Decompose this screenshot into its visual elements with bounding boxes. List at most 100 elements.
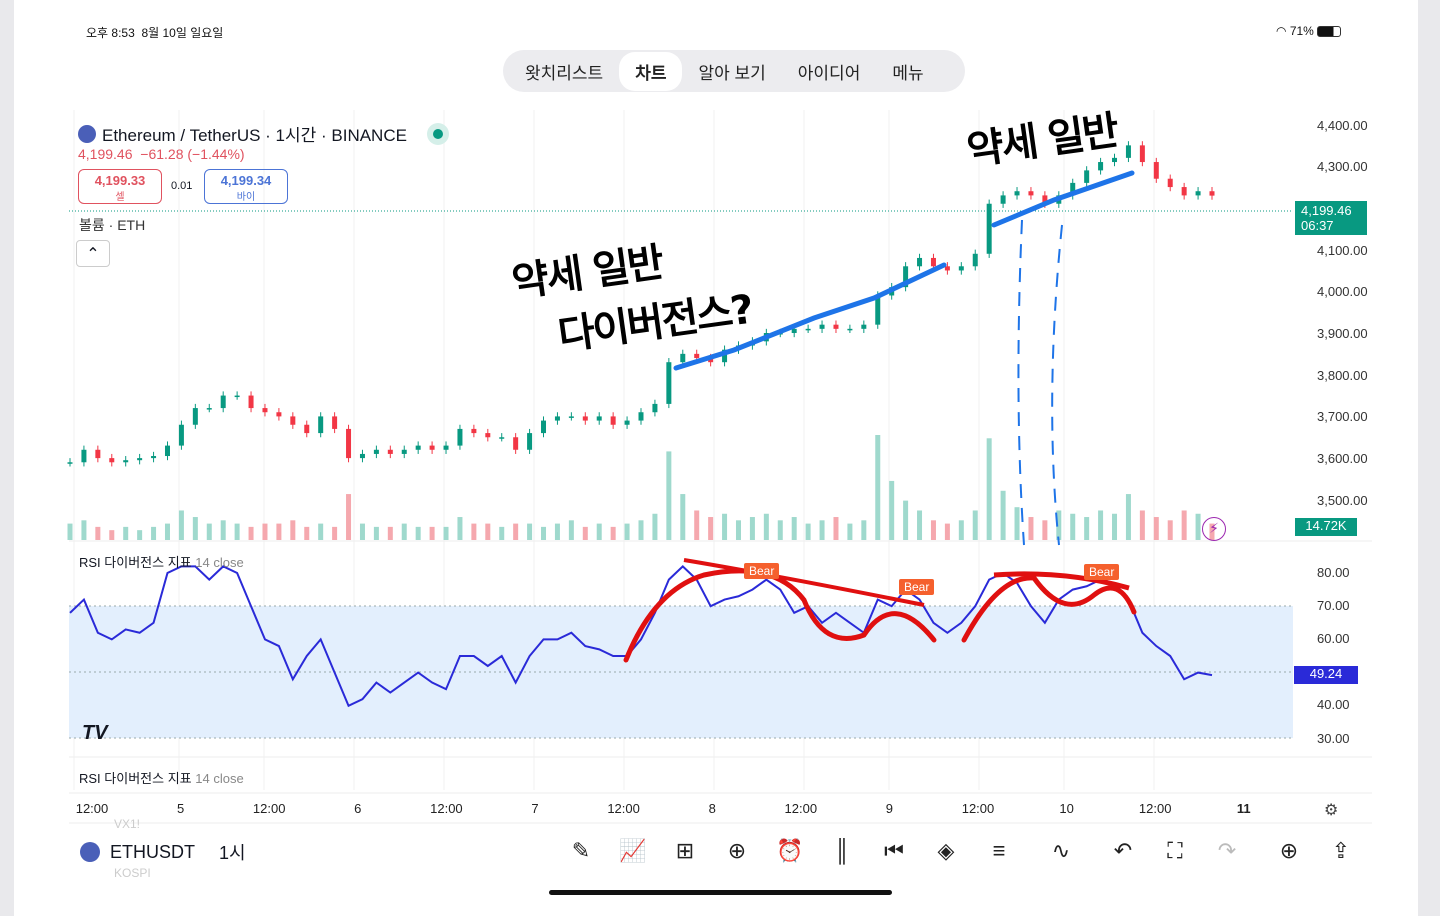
volume-bar xyxy=(777,520,783,540)
volume-bar xyxy=(137,530,143,540)
layers-icon[interactable]: ◈ xyxy=(937,838,955,863)
settings-gear-icon[interactable]: ⚙ xyxy=(1324,802,1339,819)
annotation-red-curve xyxy=(961,575,1137,643)
annotation-blue-trendline xyxy=(673,262,947,371)
candle-body xyxy=(958,266,964,271)
candle-body xyxy=(1000,195,1006,204)
indicators-chart-icon[interactable]: 📈 xyxy=(619,838,647,863)
tab-ideas[interactable]: 아이디어 xyxy=(797,63,861,83)
interval-button[interactable]: 1시 xyxy=(219,843,246,863)
main-tabs: 왓치리스트 차트 알아 보기 아이디어 메뉴 xyxy=(503,50,965,92)
battery-icon xyxy=(1317,26,1342,38)
replay-rewind-icon[interactable]: ⏮ xyxy=(884,838,904,863)
redo-icon[interactable]: ↷ xyxy=(1217,838,1237,863)
candle-body xyxy=(680,353,686,363)
candle-body xyxy=(151,456,157,459)
ethereum-logo-icon xyxy=(80,842,100,862)
volume-bar xyxy=(638,520,644,540)
rsi-axis-label: 30.00 xyxy=(1317,731,1350,746)
tab-watchlist[interactable]: 왓치리스트 xyxy=(525,63,604,83)
symbol-selector[interactable]: ETHUSDT 1시 xyxy=(80,839,246,865)
volume-bar xyxy=(443,526,449,540)
candle-body xyxy=(471,428,477,434)
volume-bar xyxy=(1112,513,1118,540)
chart-canvas[interactable] xyxy=(14,0,1418,916)
buy-button[interactable]: 4,199.34 바이 xyxy=(204,169,288,204)
sell-button[interactable]: 4,199.33 셀 xyxy=(78,169,162,204)
bear-label: Bear xyxy=(744,563,780,579)
candle-body xyxy=(429,445,435,450)
rsi-pane-label[interactable]: RSI 다이버전스 지표 14 close xyxy=(79,771,244,786)
volume-bar xyxy=(373,526,379,540)
candle-body xyxy=(972,253,978,267)
time-axis-label: 12:00 xyxy=(961,801,995,816)
candle-body xyxy=(1084,170,1090,183)
volume-bar xyxy=(304,526,310,540)
volume-bar xyxy=(791,517,797,540)
bottom-symbol: ETHUSDT xyxy=(110,841,195,862)
settings-sliders-icon[interactable]: ≡ xyxy=(992,838,1006,863)
time-axis-label: 12:00 xyxy=(784,801,818,816)
status-time: 오후 8:53 8월 10일 일요일 xyxy=(86,26,224,40)
share-icon[interactable]: ⇪ xyxy=(1331,838,1351,863)
rsi-axis-label: 80.00 xyxy=(1317,565,1350,580)
annotation-blue-dashed xyxy=(1051,224,1063,546)
status-right: ◠ 71% xyxy=(1276,24,1342,38)
price-change: 4,199.46 −61.28 (−1.44%) xyxy=(78,146,245,162)
rsi-axis-label: 70.00 xyxy=(1317,598,1350,613)
candle-body xyxy=(415,445,421,450)
symbol-header[interactable]: Ethereum / TetherUS · 1시간 · BINANCE xyxy=(78,121,449,146)
undo-icon[interactable]: ↶ xyxy=(1113,838,1133,863)
candle-body xyxy=(290,416,296,425)
volume-bar xyxy=(652,513,658,540)
volume-bar xyxy=(178,510,184,540)
price-axis-label: 3,700.00 xyxy=(1317,409,1368,424)
volume-bar xyxy=(903,500,909,540)
time-axis-label: 7 xyxy=(531,801,539,816)
volume-bar xyxy=(1195,513,1201,540)
trend-lines-icon[interactable]: ∿ xyxy=(1051,838,1071,863)
volume-bar xyxy=(415,526,421,540)
candle-body xyxy=(401,449,407,454)
screen: 오후 8:53 8월 10일 일요일 ◠ 71% 왓치리스트 차트 알아 보기 … xyxy=(14,0,1418,916)
volume-bar xyxy=(847,523,853,540)
add-alert-icon[interactable]: ⊕ xyxy=(1279,838,1299,863)
volume-bar xyxy=(81,520,87,540)
candle-body xyxy=(791,328,797,334)
volume-bar xyxy=(1139,510,1145,540)
grid-layout-icon[interactable]: ⊞ xyxy=(675,838,695,863)
volume-bar xyxy=(513,523,519,540)
collapse-chevron-up-icon[interactable]: ⌃ xyxy=(76,240,110,267)
candle-body xyxy=(192,408,198,425)
lightning-icon[interactable]: ⚡ xyxy=(1202,517,1226,541)
price-axis-label: 3,900.00 xyxy=(1317,326,1368,341)
fullscreen-icon[interactable]: ⛶ xyxy=(1167,838,1183,863)
tab-menu[interactable]: 메뉴 xyxy=(892,63,924,83)
candles-type-icon[interactable]: ║ xyxy=(834,838,850,863)
tab-chart[interactable]: 차트 xyxy=(619,51,683,91)
drawing-pen-icon[interactable]: ✎ xyxy=(571,838,591,863)
candle-body xyxy=(373,449,379,454)
candle-body xyxy=(332,416,338,429)
price-axis-label: 3,500.00 xyxy=(1317,493,1368,508)
tab-explore[interactable]: 알아 보기 xyxy=(698,63,766,83)
alarm-clock-icon[interactable]: ⏰ xyxy=(776,838,804,863)
candle-body xyxy=(875,295,881,325)
volume-bar xyxy=(318,523,324,540)
candle-body xyxy=(248,395,254,409)
volume-bar xyxy=(123,526,129,540)
volume-label: 볼륨 · ETH xyxy=(79,217,146,233)
add-circle-icon[interactable]: ⊕ xyxy=(727,838,747,863)
candle-body xyxy=(81,449,87,463)
volume-bar xyxy=(624,523,630,540)
next-symbol: KOSPI xyxy=(114,866,151,880)
candle-body xyxy=(164,445,170,457)
tradingview-logo-icon: TV xyxy=(82,722,108,744)
volume-bar xyxy=(276,523,282,540)
candle-body xyxy=(95,449,101,459)
volume-bar xyxy=(151,526,157,540)
volume-bar xyxy=(1042,520,1048,540)
volume-bar xyxy=(722,513,728,540)
volume-bar xyxy=(930,520,936,540)
price-axis-label: 3,600.00 xyxy=(1317,451,1368,466)
